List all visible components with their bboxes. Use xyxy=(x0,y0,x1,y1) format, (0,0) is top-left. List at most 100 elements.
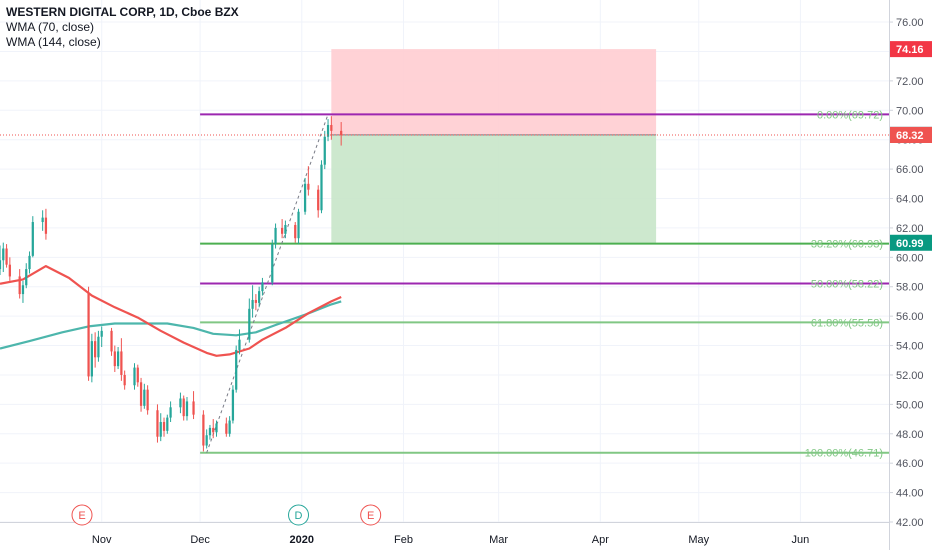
y-tick-label: 64.00 xyxy=(896,194,924,206)
candle-body xyxy=(110,330,113,352)
y-tick-label: 76.00 xyxy=(896,17,924,29)
candle-body xyxy=(228,420,231,434)
candle-body xyxy=(317,189,320,211)
candle-body xyxy=(205,435,208,446)
fib-level-label: 100.00%(46.71) xyxy=(805,448,883,460)
candle-body xyxy=(139,382,143,406)
candle-body xyxy=(271,244,274,283)
candle-body xyxy=(274,227,277,245)
stop-loss-zone xyxy=(331,49,657,135)
candle-body xyxy=(185,401,189,417)
candle-body xyxy=(326,124,330,137)
symbol-title[interactable]: WESTERN DIGITAL CORP, 1D, Cboe BZX xyxy=(6,5,239,19)
event-marker xyxy=(288,504,310,526)
y-tick-label: 48.00 xyxy=(896,429,924,441)
fib-level-label: 50.00%(58.22) xyxy=(811,278,883,290)
candle-body xyxy=(294,224,297,239)
candle-body xyxy=(251,299,254,309)
x-tick-label: May xyxy=(688,534,709,546)
candle-body xyxy=(225,423,228,434)
y-tick-label: 72.00 xyxy=(896,76,924,88)
y-tick-label: 60.00 xyxy=(896,252,924,264)
y-tick-label: 54.00 xyxy=(896,341,924,353)
candle-body xyxy=(202,414,205,446)
candle-body xyxy=(323,136,326,165)
candle-body xyxy=(2,248,5,261)
x-tick-label: Jun xyxy=(792,534,810,546)
y-tick-label: 62.00 xyxy=(896,223,924,235)
x-tick-label: 2020 xyxy=(290,534,314,546)
price-axis-tag-label: 74.16 xyxy=(896,44,924,56)
candle-body xyxy=(284,224,287,234)
candle-body xyxy=(179,398,182,408)
candle-body xyxy=(21,285,25,295)
wma144-line xyxy=(0,300,342,350)
candle-body xyxy=(320,164,323,211)
candle-body xyxy=(303,183,307,212)
x-tick-label: Dec xyxy=(190,534,210,546)
candle-body xyxy=(280,227,284,234)
candle-body xyxy=(123,374,126,386)
candle-body xyxy=(261,282,264,292)
candle-body xyxy=(41,217,44,223)
price-axis-tag xyxy=(890,126,932,143)
price-axis-tag-label: 60.99 xyxy=(896,238,924,250)
y-tick-label: 44.00 xyxy=(896,488,924,500)
x-tick-label: Feb xyxy=(394,534,413,546)
y-tick-label: 56.00 xyxy=(896,311,924,323)
event-marker-label: E xyxy=(367,510,374,522)
candle-body xyxy=(330,124,333,131)
y-tick-label: 50.00 xyxy=(896,399,924,411)
fib-level-label: 38.20%(60.93) xyxy=(811,239,883,251)
candle-body xyxy=(215,423,218,433)
x-tick-label: Nov xyxy=(92,534,112,546)
candle-body xyxy=(231,389,235,421)
candle-body xyxy=(156,410,159,437)
wma144-legend[interactable]: WMA (144, close) xyxy=(6,35,101,49)
fib-level-label: 0.00%(69.72) xyxy=(817,109,883,121)
candle-body xyxy=(18,276,21,295)
y-tick-label: 42.00 xyxy=(896,517,924,529)
chart-legend: WESTERN DIGITAL CORP, 1D, Cboe BZX WMA (… xyxy=(6,5,239,50)
candle-body xyxy=(258,291,261,303)
candle-body xyxy=(208,427,212,436)
price-axis-tag xyxy=(890,234,932,251)
candle-body xyxy=(143,389,146,406)
candle-body xyxy=(120,351,123,375)
candle-body xyxy=(169,407,172,418)
candle-body xyxy=(159,422,162,437)
candle-body xyxy=(90,341,93,377)
candle-body xyxy=(0,260,2,270)
candle-body xyxy=(5,248,8,265)
fib-level-label: 61.80%(55.58) xyxy=(811,317,883,329)
candle-body xyxy=(133,367,136,386)
candle-body xyxy=(28,255,31,270)
event-marker-label: D xyxy=(295,510,303,522)
x-tick-label: Apr xyxy=(592,534,609,546)
candle-body xyxy=(238,339,241,350)
candle-body xyxy=(307,183,310,190)
candle-body xyxy=(235,349,238,390)
candle-body xyxy=(97,336,100,358)
price-axis-tag xyxy=(890,41,932,58)
wma70-line xyxy=(0,265,342,357)
candle-body xyxy=(94,341,97,358)
candle-body xyxy=(113,351,116,367)
event-marker xyxy=(360,504,382,526)
price-axis-tag-label: 68.32 xyxy=(896,130,924,142)
candle-body xyxy=(100,330,103,337)
candle-body xyxy=(254,299,258,303)
profit-target-zone xyxy=(331,134,657,243)
y-tick-label: 46.00 xyxy=(896,458,924,470)
event-marker xyxy=(71,504,93,526)
candle-body xyxy=(87,292,90,377)
candle-body xyxy=(8,264,11,277)
wma70-legend[interactable]: WMA (70, close) xyxy=(6,20,95,34)
candle-body xyxy=(297,211,300,239)
candle-body xyxy=(31,222,34,256)
candle-body xyxy=(192,401,195,415)
candle-body xyxy=(44,217,48,234)
y-tick-label: 58.00 xyxy=(896,282,924,294)
